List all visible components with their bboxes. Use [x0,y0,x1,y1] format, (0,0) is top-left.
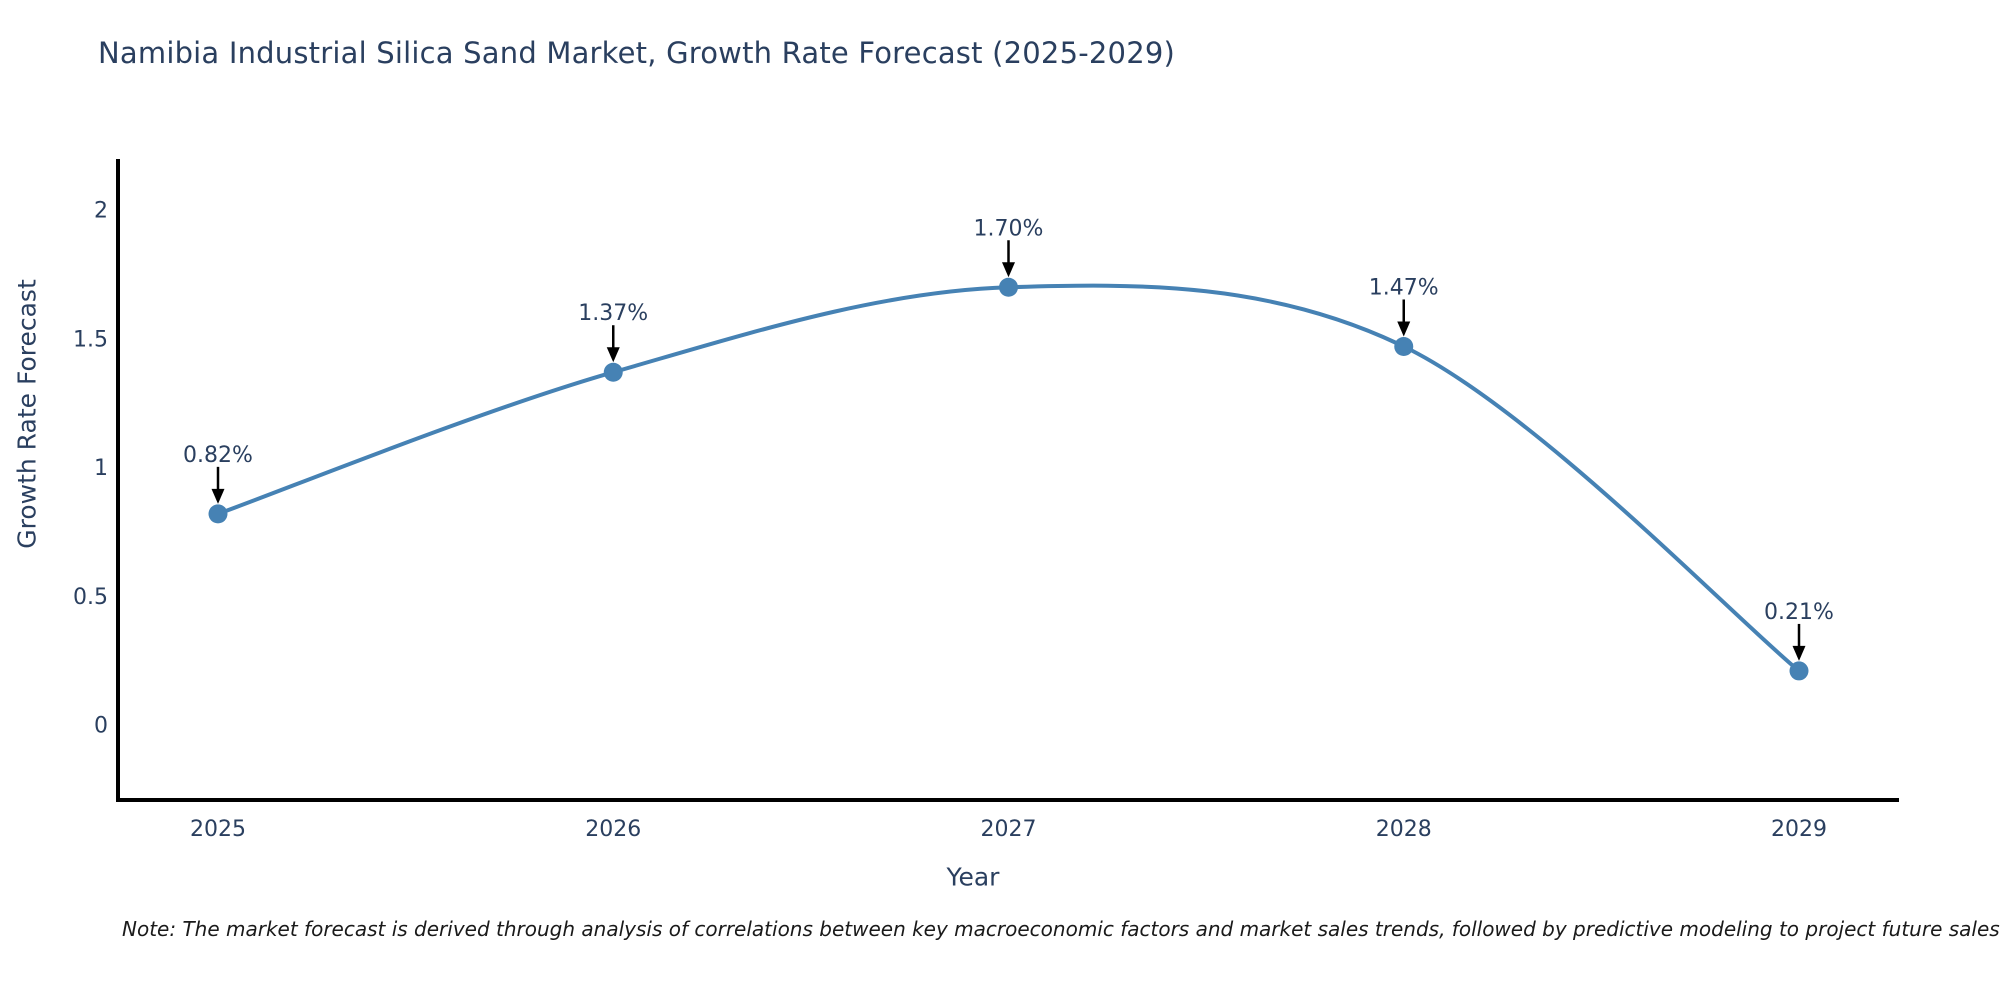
x-tick-label-2025: 2025 [190,817,246,842]
data-point-marker-2027[interactable] [999,277,1018,297]
y-tick-label-2: 2 [94,199,108,224]
data-point-label-2028: 1.47% [1369,275,1439,300]
annotation-arrow-head [1792,645,1806,661]
y-tick-label-0: 0 [94,714,108,739]
data-point-label-2025: 0.82% [183,443,253,468]
y-tick-label-1: 1 [94,456,108,481]
footnote-text: Note: The market forecast is derived thr… [122,917,2000,941]
growth-rate-line [217,283,1801,673]
annotation-arrow-head [606,347,620,363]
x-tick-label-2027: 2027 [981,817,1037,842]
data-point-marker-2028[interactable] [1394,336,1414,356]
x-tick-label-2028: 2028 [1376,817,1432,842]
x-tick-label-2029: 2029 [1771,817,1827,842]
data-point-marker-2029[interactable] [1789,661,1809,681]
data-point-marker-2026[interactable] [603,362,623,382]
y-tick-label-1.5: 1.5 [73,327,108,352]
y-tick-label-0.5: 0.5 [73,585,108,610]
annotation-arrow-head [1397,321,1411,337]
chart-title: Namibia Industrial Silica Sand Market, G… [98,36,1176,70]
annotation-arrow-head [1002,262,1015,278]
annotation-arrow-head [211,488,225,504]
data-point-label-2027: 1.70% [974,216,1044,241]
data-point-marker-2025[interactable] [208,504,228,524]
data-point-label-2026: 1.37% [578,301,648,326]
x-tick-label-2026: 2026 [585,817,641,842]
x-axis-title: Year [946,862,1000,892]
data-point-label-2029: 0.21% [1764,600,1834,625]
